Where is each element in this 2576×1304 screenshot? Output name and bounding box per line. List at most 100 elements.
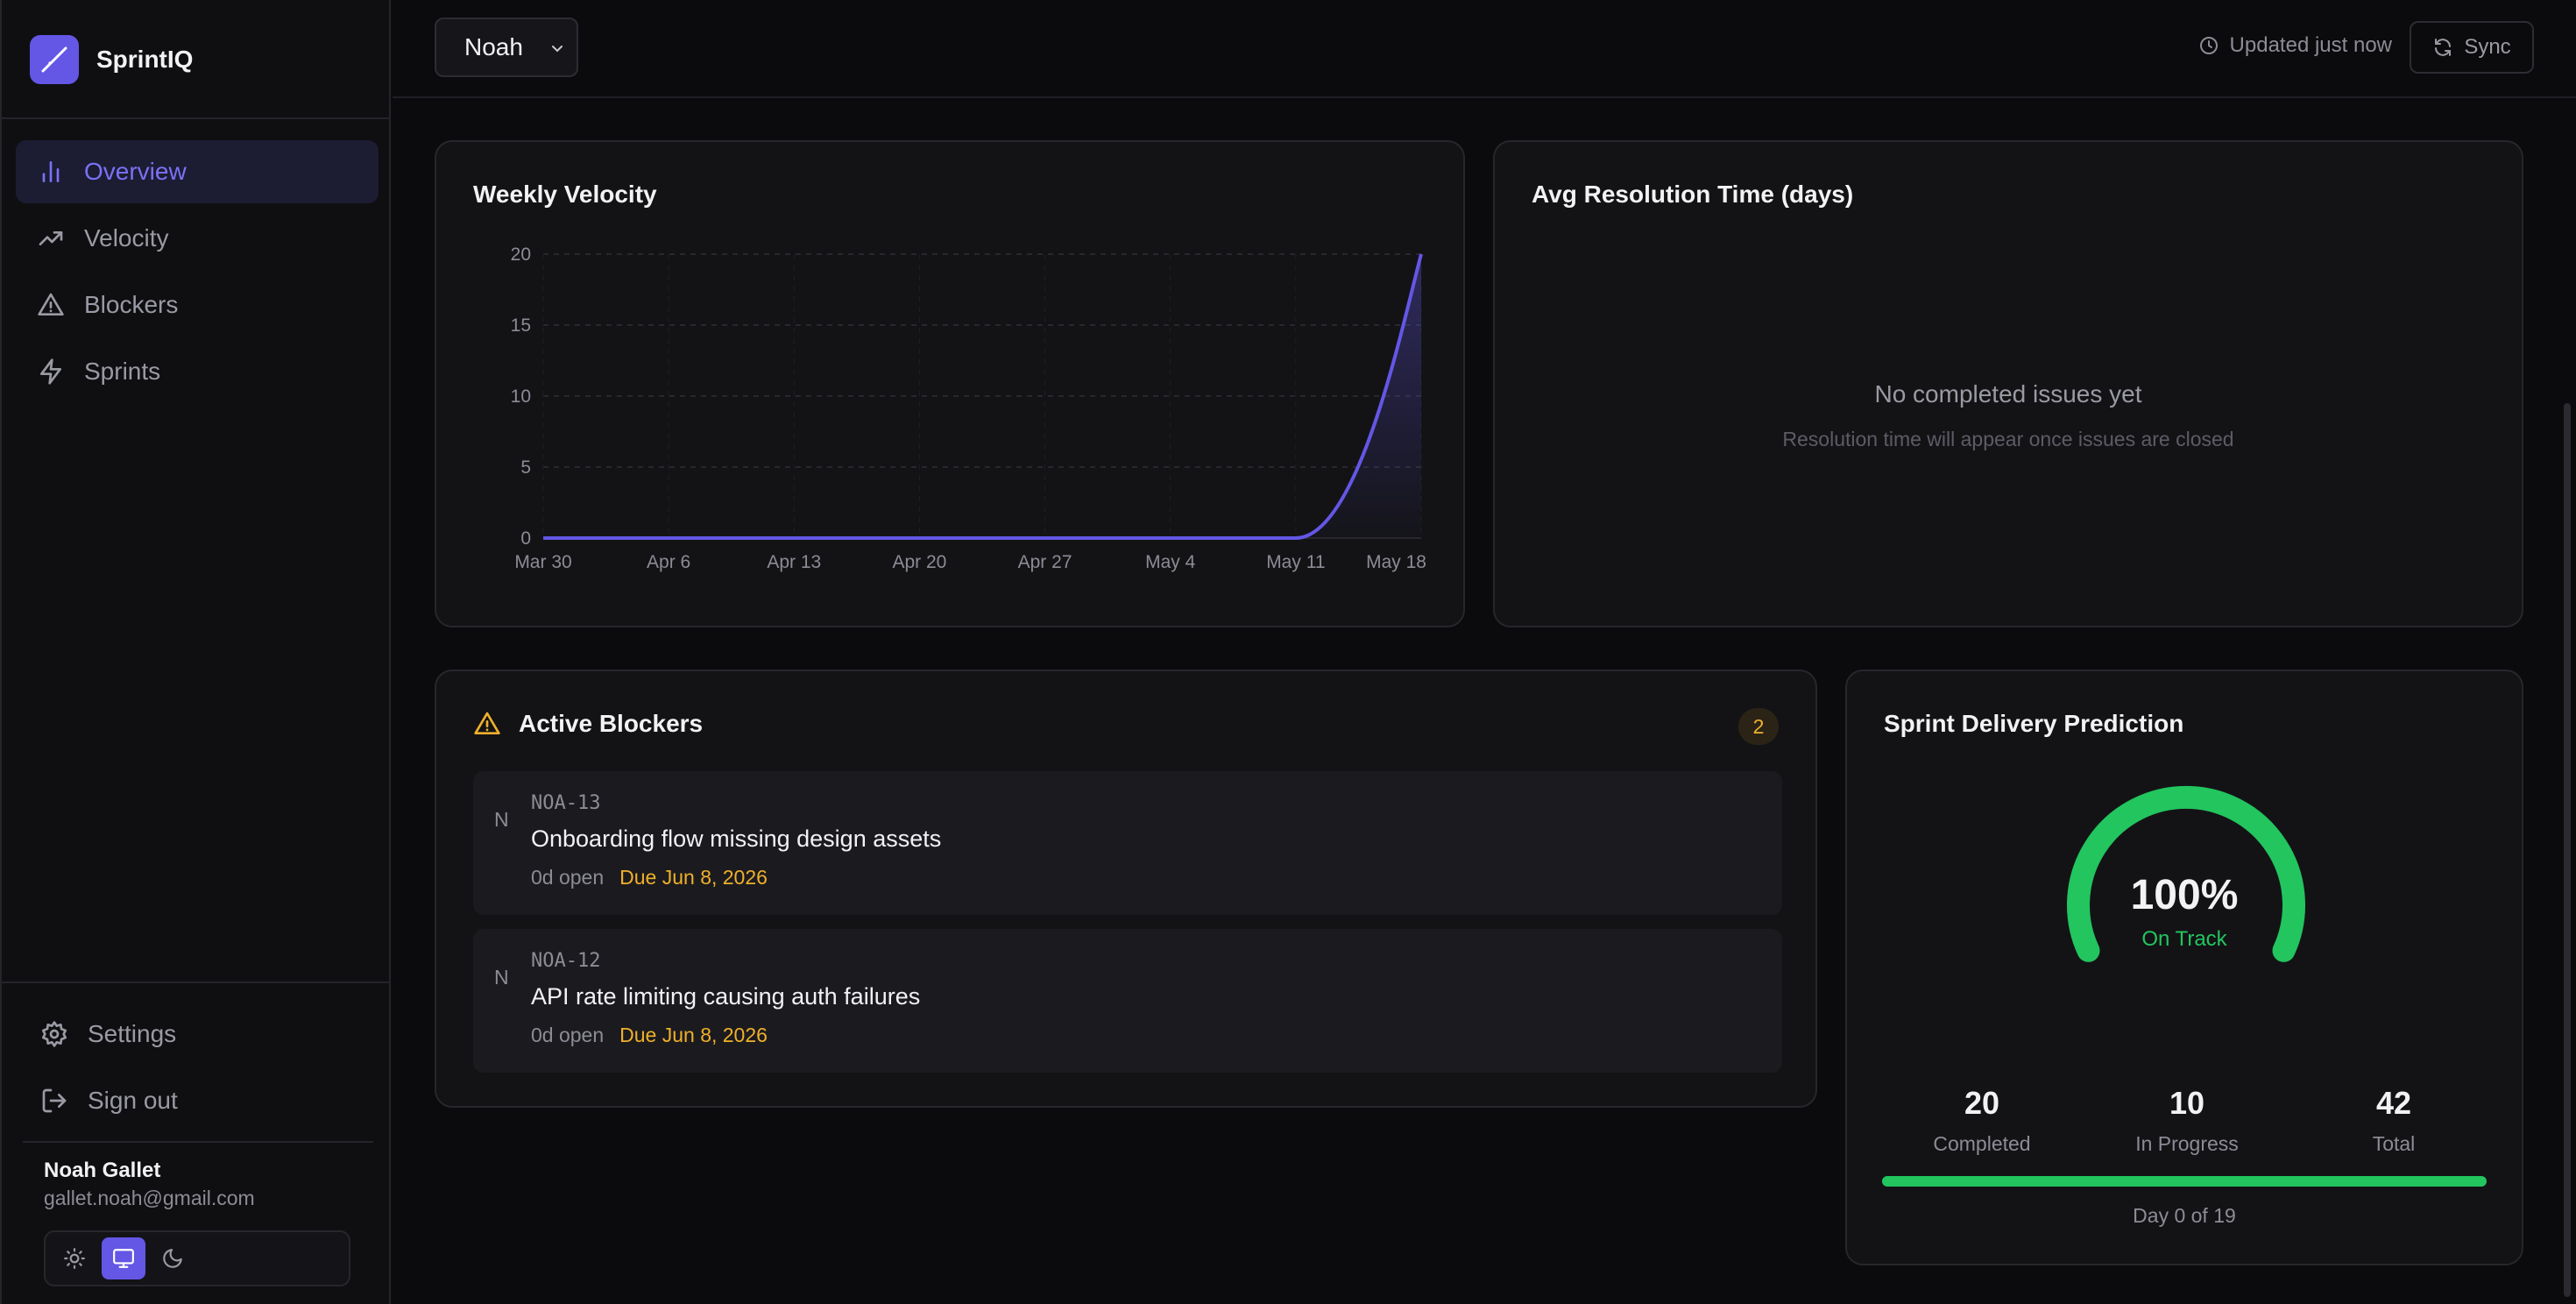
prediction-card: Sprint Delivery Prediction 100% On Track…: [1845, 670, 2523, 1265]
due-date: Due Jun 8, 2026: [619, 1024, 768, 1046]
scrollbar[interactable]: [2564, 403, 2571, 1297]
clock-icon: [2199, 37, 2218, 54]
refresh-icon: [2435, 39, 2452, 56]
blockers-header: Active Blockers: [473, 710, 703, 738]
divider: [2, 982, 389, 983]
gauge-fill: [2067, 785, 2305, 962]
empty-state-subtitle: Resolution time will appear once issues …: [1782, 428, 2234, 450]
sidebar-item-label: Velocity: [84, 224, 169, 252]
sync-button[interactable]: Sync: [2410, 21, 2534, 74]
resolution-card: Avg Resolution Time (days) No completed …: [1493, 140, 2523, 627]
x-tick-label: May 11: [1266, 552, 1325, 572]
gauge-status: On Track: [2141, 927, 2227, 951]
stat-completed: 20 Completed: [1877, 1085, 2087, 1156]
sidebar: SprintIQ Overview Velocity Blockers Spri…: [0, 0, 391, 1304]
x-tick-label: Mar 30: [514, 552, 571, 572]
sidebar-item-label: Settings: [88, 1020, 177, 1047]
sidebar-item-velocity[interactable]: Velocity: [16, 207, 379, 270]
divider: [2, 117, 389, 119]
sign-out-icon: [42, 1088, 67, 1113]
user-name: Noah Gallet: [44, 1159, 161, 1182]
stat-label: In Progress: [2135, 1132, 2239, 1155]
list-item[interactable]: N NOA-13 Onboarding flow missing design …: [473, 771, 1782, 915]
user-email: gallet.noah@gmail.com: [44, 1187, 255, 1209]
stat-value: 42: [2375, 1085, 2412, 1121]
sidebar-item-label: Sprints: [84, 358, 161, 385]
stat-value: 20: [1964, 1085, 2000, 1121]
theme-system-button[interactable]: [102, 1237, 145, 1279]
sun-icon: [64, 1248, 85, 1269]
sprint-progress-fill: [1882, 1176, 2487, 1187]
updated-status: Updated just now: [2198, 33, 2392, 58]
stat-label: Completed: [1933, 1132, 2031, 1155]
stat-total: 42 Total: [2289, 1085, 2499, 1156]
velocity-area: [543, 254, 1421, 538]
x-tick-label: May 18: [1366, 552, 1426, 572]
card-title: Active Blockers: [519, 710, 704, 737]
top-header: Noah Updated just now Sync: [393, 0, 2576, 98]
user-select[interactable]: Noah: [435, 18, 578, 77]
logo-icon: [30, 35, 79, 84]
footer-nav: Settings Sign out: [23, 1003, 373, 1136]
sidebar-item-label: Blockers: [84, 291, 179, 318]
monitor-icon: [113, 1249, 134, 1268]
gear-icon: [42, 1021, 67, 1047]
card-title: Weekly Velocity: [473, 181, 657, 208]
velocity-line: [543, 253, 1423, 540]
x-tick-label: Apr 6: [647, 552, 690, 572]
y-tick-label: 20: [511, 244, 531, 265]
y-tick-label: 0: [520, 528, 531, 549]
alert-triangle-icon: [474, 712, 500, 734]
count-badge: 2: [1738, 708, 1779, 745]
list-item[interactable]: N NOA-12 API rate limiting causing auth …: [473, 929, 1782, 1073]
blockers-card: Active Blockers 2 N NOA-13 Onboarding fl…: [435, 670, 1817, 1108]
y-tick-label: 15: [511, 315, 531, 336]
avatar: N: [494, 808, 509, 831]
trending-up-icon: [39, 231, 63, 245]
open-duration: 0d open: [531, 1024, 605, 1046]
open-duration: 0d open: [531, 866, 605, 889]
theme-light-button[interactable]: [53, 1237, 96, 1279]
sprint-progress-bar: [1882, 1176, 2487, 1187]
y-tick-label: 10: [511, 386, 531, 407]
stat-value: 10: [2169, 1085, 2205, 1121]
brand-name: SprintIQ: [96, 46, 194, 73]
sidebar-item-label: Sign out: [88, 1087, 178, 1114]
avatar: N: [494, 966, 509, 989]
main-nav: Overview Velocity Blockers Sprints: [16, 140, 379, 407]
x-tick-label: Apr 20: [892, 552, 946, 572]
sidebar-item-blockers[interactable]: Blockers: [16, 273, 379, 337]
sprint-day-label: Day 0 of 19: [2133, 1204, 2236, 1227]
gauge-percent: 100%: [2130, 872, 2239, 918]
card-title: Sprint Delivery Prediction: [1884, 710, 2184, 737]
sidebar-item-settings[interactable]: Settings: [23, 1003, 373, 1066]
issue-id: NOA-13: [531, 792, 601, 814]
divider: [23, 1141, 373, 1143]
zap-icon: [40, 358, 61, 385]
x-tick-label: Apr 13: [767, 552, 821, 572]
bar-chart-icon: [42, 161, 60, 182]
moon-icon: [163, 1249, 182, 1268]
issue-title: API rate limiting causing auth failures: [531, 983, 921, 1010]
sidebar-item-sign-out[interactable]: Sign out: [23, 1069, 373, 1132]
issue-id: NOA-12: [531, 950, 601, 972]
y-tick-label: 5: [520, 457, 531, 478]
velocity-card: Weekly Velocity 0 5 10 15 20 Mar 30 Apr 6 Apr …: [435, 140, 1465, 627]
due-date: Due Jun 8, 2026: [619, 866, 768, 889]
sidebar-item-overview[interactable]: Overview: [16, 140, 379, 203]
sync-label: Sync: [2464, 35, 2511, 59]
issue-meta: 0d open Due Jun 8, 2026: [531, 866, 768, 889]
x-tick-label: Apr 27: [1018, 552, 1072, 572]
issue-meta: 0d open Due Jun 8, 2026: [531, 1024, 768, 1047]
card-title: Avg Resolution Time (days): [1532, 181, 1854, 208]
sidebar-item-sprints[interactable]: Sprints: [16, 340, 379, 403]
updated-text: Updated just now: [2229, 33, 2392, 57]
sidebar-item-label: Overview: [84, 158, 187, 185]
x-tick-label: May 4: [1145, 552, 1196, 572]
theme-dark-button[interactable]: [151, 1237, 195, 1279]
issue-title: Onboarding flow missing design assets: [531, 826, 942, 852]
empty-state-title: No completed issues yet: [1874, 380, 2142, 408]
theme-switch: [44, 1230, 350, 1286]
brand[interactable]: SprintIQ: [30, 35, 193, 84]
chevron-down-icon: [552, 46, 563, 53]
